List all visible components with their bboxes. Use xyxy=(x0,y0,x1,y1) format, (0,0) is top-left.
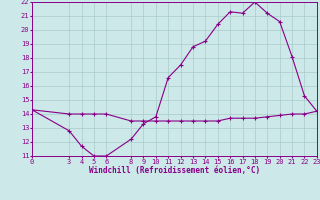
X-axis label: Windchill (Refroidissement éolien,°C): Windchill (Refroidissement éolien,°C) xyxy=(89,166,260,175)
